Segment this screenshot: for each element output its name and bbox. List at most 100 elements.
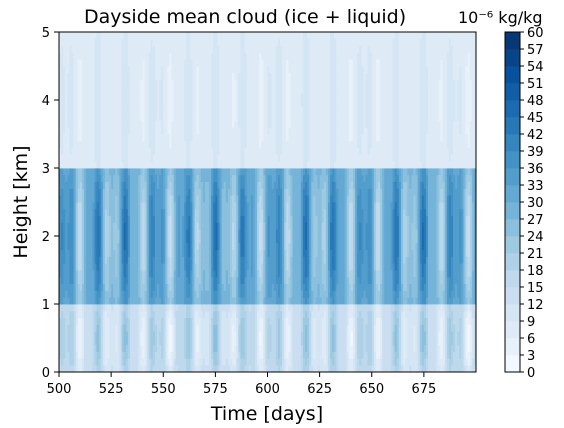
field-cell — [367, 290, 371, 298]
field-cell — [425, 317, 429, 325]
field-cell — [138, 236, 141, 244]
field-cell — [378, 324, 381, 332]
field-cell — [123, 344, 127, 352]
field-cell — [336, 256, 339, 264]
field-cell — [267, 256, 270, 264]
field-cell — [355, 222, 358, 230]
field-cell — [221, 324, 225, 332]
field-cell — [154, 338, 158, 346]
field-cell — [84, 215, 87, 223]
field-cell — [346, 304, 350, 312]
field-cell — [140, 344, 143, 352]
field-cell — [436, 263, 439, 271]
field-cell — [69, 304, 72, 312]
field-cell — [425, 310, 429, 318]
field-cell — [455, 365, 458, 372]
field-cell — [453, 304, 456, 312]
field-cell — [367, 222, 371, 230]
field-cell — [365, 270, 368, 278]
field-cell — [282, 310, 285, 318]
field-cell — [298, 208, 302, 216]
field-cell — [142, 317, 145, 325]
field-cell — [344, 351, 348, 359]
field-cell — [154, 215, 158, 223]
field-cell — [375, 365, 379, 372]
field-cell — [115, 256, 118, 264]
field-cell — [375, 290, 379, 298]
field-cell — [336, 351, 339, 359]
field-cell — [367, 283, 371, 291]
field-cell — [348, 236, 352, 244]
field-cell — [196, 338, 200, 346]
field-cell — [446, 297, 450, 305]
field-cell — [77, 236, 81, 244]
field-cell — [436, 317, 439, 325]
field-cell — [463, 270, 466, 278]
field-cell — [202, 236, 206, 244]
field-cell — [469, 290, 473, 298]
field-cell — [167, 331, 170, 339]
field-cell — [338, 365, 341, 372]
field-cell — [271, 310, 275, 318]
field-cell — [327, 208, 331, 216]
field-cell — [305, 270, 308, 278]
field-cell — [336, 263, 339, 271]
field-cell — [342, 310, 346, 318]
field-cell — [367, 297, 371, 305]
field-cell — [165, 338, 168, 346]
field-cell — [121, 290, 125, 298]
field-cell — [313, 365, 316, 372]
field-cell — [302, 283, 306, 291]
field-cell — [430, 344, 433, 352]
field-cell — [113, 304, 116, 312]
field-cell — [225, 249, 229, 257]
field-cell — [315, 270, 318, 278]
field-cell — [263, 365, 266, 372]
field-cell — [302, 365, 306, 372]
field-cell — [396, 236, 400, 244]
field-cell — [242, 304, 245, 312]
field-cell — [77, 331, 81, 339]
field-cell — [380, 324, 383, 332]
field-cell — [179, 365, 183, 372]
field-cell — [352, 290, 356, 298]
field-cell — [252, 249, 256, 257]
field-cell — [300, 331, 304, 339]
field-cell — [330, 208, 333, 216]
field-cell — [242, 229, 245, 237]
field-cell — [453, 249, 456, 257]
field-cell — [459, 202, 462, 210]
field-cell — [257, 338, 260, 346]
field-cell — [131, 263, 135, 271]
field-cell — [273, 304, 277, 312]
field-cell — [263, 310, 266, 318]
field-cell — [367, 324, 371, 332]
field-cell — [473, 276, 476, 284]
field-cell — [332, 304, 335, 312]
field-cell — [94, 202, 97, 210]
field-cell — [334, 242, 337, 250]
field-cell — [165, 229, 168, 237]
field-cell — [467, 344, 471, 352]
field-cell — [257, 324, 260, 332]
field-cell — [382, 263, 385, 271]
field-cell — [125, 256, 129, 264]
field-cell — [469, 229, 473, 237]
field-cell — [386, 351, 389, 359]
field-cell — [184, 365, 187, 372]
field-cell — [154, 351, 158, 359]
field-cell — [405, 242, 408, 250]
field-cell — [86, 276, 89, 284]
field-cell — [177, 304, 181, 312]
field-cell — [136, 236, 139, 244]
field-cell — [190, 208, 193, 216]
field-cell — [100, 290, 104, 298]
field-cell — [173, 249, 177, 257]
field-cell — [250, 256, 254, 264]
field-cell — [63, 242, 66, 250]
field-cell — [221, 222, 225, 230]
field-cell — [246, 263, 250, 271]
field-cell — [286, 270, 289, 278]
field-cell — [332, 310, 335, 318]
field-cell — [129, 202, 133, 210]
